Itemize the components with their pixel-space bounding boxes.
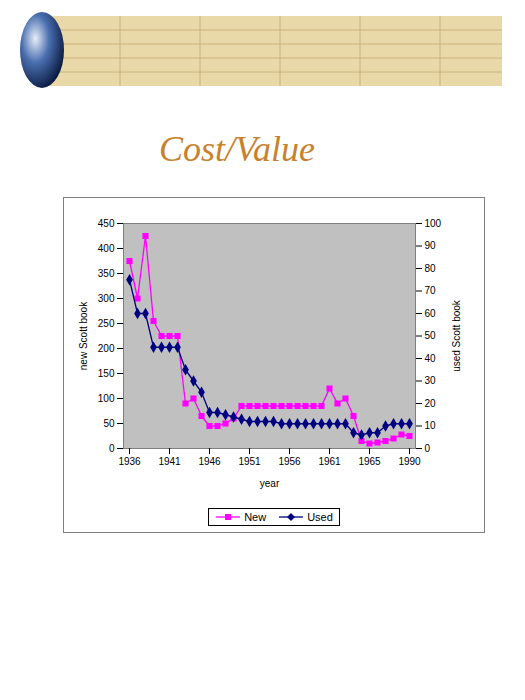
svg-text:1946: 1946 [198, 456, 221, 467]
svg-text:used Scott book: used Scott book [451, 299, 462, 372]
svg-text:50: 50 [103, 418, 115, 429]
svg-text:80: 80 [425, 263, 437, 274]
svg-text:1990: 1990 [398, 456, 421, 467]
svg-text:30: 30 [425, 375, 437, 386]
svg-text:0: 0 [425, 443, 431, 454]
svg-text:1941: 1941 [158, 456, 181, 467]
svg-text:year: year [260, 478, 280, 489]
svg-text:50: 50 [425, 330, 437, 341]
svg-text:400: 400 [98, 243, 115, 254]
svg-text:10: 10 [425, 420, 437, 431]
svg-text:40: 40 [425, 353, 437, 364]
svg-text:350: 350 [98, 268, 115, 279]
svg-text:100: 100 [425, 218, 442, 229]
html-text:New: New [244, 511, 267, 523]
svg-text:60: 60 [425, 308, 437, 319]
svg-text:1936: 1936 [118, 456, 141, 467]
svg-text:200: 200 [98, 343, 115, 354]
html-text:Used: Used [307, 511, 333, 523]
svg-text:1961: 1961 [318, 456, 341, 467]
svg-text:20: 20 [425, 398, 437, 409]
svg-text:1956: 1956 [278, 456, 301, 467]
svg-text:90: 90 [425, 240, 437, 251]
svg-text:450: 450 [98, 218, 115, 229]
svg-text:0: 0 [109, 443, 115, 454]
svg-text:70: 70 [425, 285, 437, 296]
svg-text:250: 250 [98, 318, 115, 329]
svg-text:1951: 1951 [238, 456, 261, 467]
html-text:Cost/Value: Cost/Value [159, 129, 315, 169]
svg-text:new Scott book: new Scott book [78, 301, 89, 370]
svg-text:1965: 1965 [358, 456, 381, 467]
svg-text:300: 300 [98, 293, 115, 304]
svg-text:100: 100 [98, 393, 115, 404]
svg-text:150: 150 [98, 368, 115, 379]
